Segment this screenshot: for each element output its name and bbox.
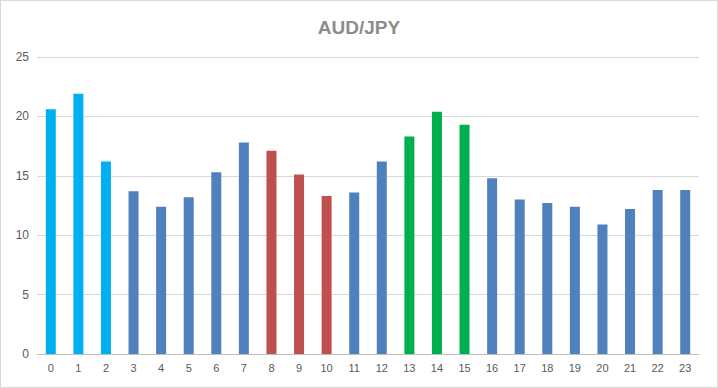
svg-text:25: 25 [16, 50, 30, 64]
svg-text:4: 4 [158, 362, 164, 374]
svg-text:22: 22 [652, 362, 664, 374]
svg-text:23: 23 [679, 362, 691, 374]
svg-text:0: 0 [48, 362, 54, 374]
svg-text:14: 14 [431, 362, 443, 374]
svg-text:15: 15 [458, 362, 470, 374]
svg-text:10: 10 [16, 228, 30, 242]
svg-text:19: 19 [569, 362, 581, 374]
svg-text:11: 11 [348, 362, 359, 374]
svg-text:8: 8 [268, 362, 274, 374]
svg-text:0: 0 [22, 347, 29, 361]
svg-text:17: 17 [514, 362, 526, 374]
svg-text:10: 10 [321, 362, 333, 374]
svg-text:20: 20 [596, 362, 608, 374]
svg-text:1: 1 [75, 362, 81, 374]
svg-text:AUD/JPY: AUD/JPY [318, 17, 401, 38]
svg-text:6: 6 [213, 362, 219, 374]
svg-text:3: 3 [130, 362, 136, 374]
svg-text:9: 9 [296, 362, 302, 374]
svg-text:20: 20 [16, 109, 30, 123]
svg-text:2: 2 [103, 362, 109, 374]
svg-text:16: 16 [486, 362, 498, 374]
svg-text:18: 18 [541, 362, 553, 374]
svg-text:5: 5 [22, 288, 29, 302]
svg-text:15: 15 [16, 169, 30, 183]
svg-text:7: 7 [241, 362, 247, 374]
svg-text:12: 12 [376, 362, 388, 374]
svg-text:21: 21 [624, 362, 636, 374]
svg-text:13: 13 [403, 362, 415, 374]
svg-text:5: 5 [186, 362, 192, 374]
